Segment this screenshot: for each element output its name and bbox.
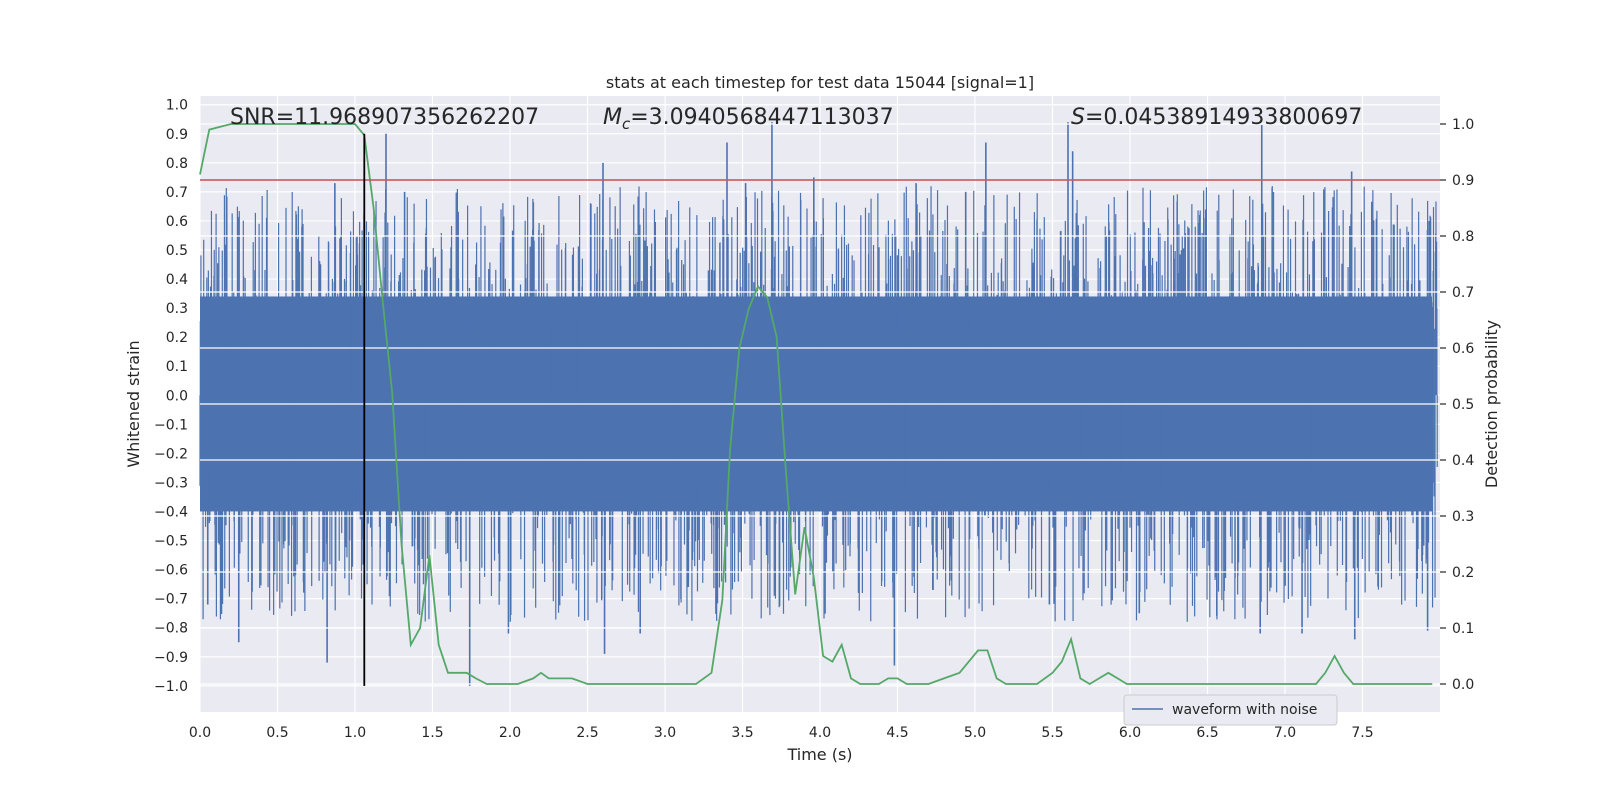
x-tick-label: 4.0 bbox=[809, 725, 831, 741]
detection-probability-series bbox=[199, 123, 1433, 686]
y-tick-label: 0.7 bbox=[166, 185, 188, 201]
y2-tick-label: 0.8 bbox=[1452, 229, 1474, 245]
y2-tick-label: 0.9 bbox=[1452, 173, 1474, 189]
y-tick-label: −0.1 bbox=[154, 417, 188, 433]
y-tick-label: 0.1 bbox=[166, 359, 188, 375]
x-tick-label: 1.0 bbox=[344, 725, 366, 741]
chirp-mass-subscript: c bbox=[622, 115, 631, 133]
y2-tick-label: 0.1 bbox=[1452, 621, 1474, 637]
legend-box bbox=[1123, 694, 1338, 726]
x-tick-label: 0.0 bbox=[189, 725, 211, 741]
chirp-mass-value: =3.0940568447113037 bbox=[630, 105, 893, 130]
y-tick-label: −0.5 bbox=[154, 534, 188, 550]
probability-line bbox=[199, 123, 1433, 686]
x-tick-label: 7.5 bbox=[1351, 725, 1373, 741]
y2-tick-label: 0.4 bbox=[1452, 453, 1474, 469]
y-tick-label: 0.8 bbox=[166, 156, 188, 172]
legend: waveform with noise bbox=[1123, 694, 1338, 726]
y-tick-label: −0.2 bbox=[154, 446, 188, 462]
y2-tick-label: 0.6 bbox=[1452, 341, 1474, 357]
x-tick-label: 5.0 bbox=[964, 725, 986, 741]
y2-tick-label: 0.2 bbox=[1452, 565, 1474, 581]
y-tick-label: −0.6 bbox=[154, 563, 188, 579]
y-tick-label: 0.6 bbox=[166, 214, 188, 230]
x-tick-label: 2.5 bbox=[576, 725, 598, 741]
y-tick-label: −0.9 bbox=[154, 650, 188, 666]
x-tick-label: 5.5 bbox=[1041, 725, 1063, 741]
x-axis-label: Time (s) bbox=[786, 745, 852, 764]
legend-label-waveform: waveform with noise bbox=[1172, 702, 1317, 718]
y2-tick-label: 0.3 bbox=[1452, 509, 1474, 525]
y-tick-label: 0.0 bbox=[166, 388, 188, 404]
x-tick-label: 6.5 bbox=[1196, 725, 1218, 741]
y-tick-label: −0.7 bbox=[154, 592, 188, 608]
x-tick-label: 7.0 bbox=[1274, 725, 1296, 741]
x-tick-label: 4.5 bbox=[886, 725, 908, 741]
s-value: =0.04538914933800697 bbox=[1085, 105, 1362, 130]
x-tick-label: 1.5 bbox=[421, 725, 443, 741]
y-tick-label: −0.4 bbox=[154, 505, 188, 521]
chirp-mass-annotation: Mc=3.0940568447113037 bbox=[603, 105, 894, 133]
y2-tick-label: 1.0 bbox=[1452, 117, 1474, 133]
y-tick-label: 1.0 bbox=[166, 98, 188, 114]
y-tick-label: 0.5 bbox=[166, 243, 188, 259]
y-tick-label: 0.4 bbox=[166, 272, 188, 288]
chirp-mass-symbol: M bbox=[603, 105, 622, 130]
y-tick-label: −1.0 bbox=[154, 679, 188, 695]
y-tick-label: 0.3 bbox=[166, 301, 188, 317]
y2-tick-label: 0.0 bbox=[1452, 677, 1474, 693]
x-axis-ticks: 0.0 0.5 1.0 1.5 2.0 2.5 3.0 3.5 4.0 4.5 5.0 5.5 6.0 6… bbox=[189, 725, 1374, 741]
y-tick-label: −0.3 bbox=[154, 475, 188, 491]
y-axis-ticks: −1.0 −0.9 −0.8 −0.7 −0.6 −0.5 −0.4 −0.3 −0.2 −0.1… bbox=[154, 98, 188, 695]
overlays bbox=[200, 133, 1440, 686]
s-symbol: S bbox=[1071, 105, 1085, 130]
snr-annotation: SNR=11.968907356262207 bbox=[230, 105, 539, 130]
x-tick-label: 3.0 bbox=[654, 725, 676, 741]
y2-axis-ticks: 0.0 0.1 0.2 0.3 0.4 0.5 0.6 0.7 0.8 0.9 1.0 bbox=[1440, 117, 1474, 693]
x-tick-label: 0.5 bbox=[266, 725, 288, 741]
y-tick-label: 0.2 bbox=[166, 330, 188, 346]
x-tick-label: 3.5 bbox=[731, 725, 753, 741]
y-axis-label: Whitened strain bbox=[124, 340, 143, 467]
chart-title: stats at each timestep for test data 150… bbox=[606, 73, 1034, 92]
s-annotation: S=0.04538914933800697 bbox=[1071, 105, 1362, 130]
x-tick-label: 6.0 bbox=[1119, 725, 1141, 741]
waveform-trace bbox=[199, 186, 1438, 622]
y-tick-label: −0.8 bbox=[154, 621, 188, 637]
y-tick-label: 0.9 bbox=[166, 127, 188, 143]
y2-tick-label: 0.5 bbox=[1452, 397, 1474, 413]
x-tick-label: 2.0 bbox=[499, 725, 521, 741]
y2-axis-label: Detection probability bbox=[1482, 320, 1501, 488]
y2-tick-label: 0.7 bbox=[1452, 285, 1474, 301]
